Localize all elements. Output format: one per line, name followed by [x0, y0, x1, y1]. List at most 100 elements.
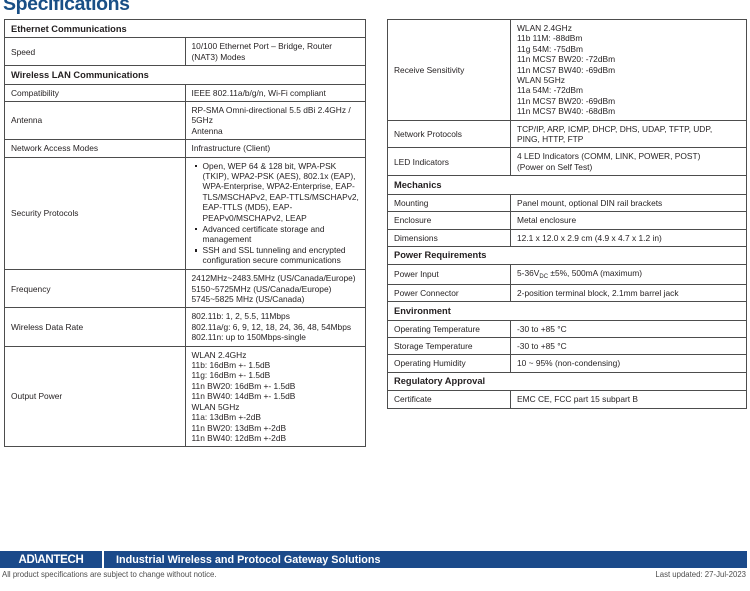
spec-label: Output Power	[4, 345, 186, 448]
specifications-table-left: Ethernet Communications Speed 10/100 Ether…	[4, 18, 366, 448]
spec-value-text: Metal enclosure	[517, 215, 577, 226]
spec-label: Network Protocols	[387, 119, 511, 149]
spec-value: 2412MHz~2483.5MHz (US/Canada/Europe) 515…	[184, 269, 366, 309]
table-row: LED Indicators 4 LED Indicators (COMM, LI…	[387, 147, 747, 177]
spec-value: Panel mount, optional DIN rail brackets	[510, 193, 747, 213]
table-row: Mounting Panel mount, optional DIN rail b…	[387, 193, 747, 213]
spec-value-text: Infrastructure (Client)	[191, 143, 271, 154]
spec-value: WLAN 2.4GHz 11b: 16dBm +- 1.5dB 11g: 16d…	[184, 345, 366, 448]
spec-label: Wireless Data Rate	[4, 307, 186, 347]
table-row: Antenna RP-SMA Omni-directional 5.5 dBi 2…	[4, 101, 366, 141]
section-header-label: Regulatory Approval	[387, 371, 747, 392]
table-row: Dimensions 12.1 x 12.0 x 2.9 cm (4.9 x 4.…	[387, 228, 747, 247]
spec-value-text: 2412MHz~2483.5MHz (US/Canada/Europe) 515…	[191, 273, 356, 305]
table-row: Operating Temperature -30 to +85 °C	[387, 319, 747, 338]
spec-value-text: EMC CE, FCC part 15 subpart B	[517, 394, 639, 405]
spec-label: Mounting	[387, 193, 511, 213]
table-row: Certificate EMC CE, FCC part 15 subpart B	[387, 390, 747, 409]
spec-value: 2-position terminal block, 2.1mm barrel …	[510, 283, 747, 303]
spec-value: 10/100 Ethernet Port – Bridge, Router (N…	[184, 37, 366, 67]
spec-value-bullet-list: Open, WEP 64 & 128 bit, WPA-PSK (TKIP), …	[192, 161, 360, 266]
spec-label: Power Connector	[387, 283, 511, 303]
table-row: Compatibility IEEE 802.11a/b/g/n, Wi-Fi c…	[4, 83, 366, 103]
spec-value: Open, WEP 64 & 128 bit, WPA-PSK (TKIP), …	[184, 156, 366, 271]
spec-value-text: RP-SMA Omni-directional 5.5 dBi 2.4GHz /…	[191, 105, 351, 136]
spec-value: EMC CE, FCC part 15 subpart B	[510, 390, 747, 409]
spec-bullet-item: SSH and SSL tunneling and encrypted conf…	[194, 245, 360, 266]
power-input-voltage: 5-36V	[517, 268, 540, 279]
spec-bullet-item: Advanced certificate storage and managem…	[194, 224, 360, 245]
advantech-logo-text: AD\ANTECH	[18, 553, 84, 566]
spec-value-text: 12.1 x 12.0 x 2.9 cm (4.9 x 4.7 x 1.2 in…	[517, 232, 662, 243]
section-header-label: Environment	[387, 301, 747, 321]
power-input-subscript: DC	[539, 273, 549, 280]
spec-value-text: -30 to +85 °C	[517, 340, 567, 351]
spec-label: Compatibility	[4, 83, 186, 103]
spec-label: Operating Temperature	[387, 319, 511, 338]
table-row: Operating Humidity 10 ~ 95% (non-condensi…	[387, 354, 747, 373]
section-header-label: Power Requirements	[387, 245, 747, 266]
spec-value: Infrastructure (Client)	[184, 139, 366, 158]
table-row: Security Protocols Open, WEP 64 & 128 bit…	[4, 156, 366, 271]
specifications-table-right: Receive Sensitivity WLAN 2.4GHz 11b 11M: …	[387, 19, 747, 409]
table-left-body: Ethernet Communications Speed 10/100 Ether…	[4, 18, 366, 448]
spec-label: Receive Sensitivity	[387, 19, 511, 121]
spec-label: Storage Temperature	[387, 336, 511, 356]
spec-value: -30 to +85 °C	[510, 336, 747, 356]
table-row: Network Access Modes Infrastructure (Clie…	[4, 139, 366, 158]
spec-value-text: -30 to +85 °C	[517, 323, 567, 334]
table-section-header-row: Mechanics	[387, 175, 747, 195]
footer-tagline: Industrial Wireless and Protocol Gateway…	[116, 553, 381, 566]
spec-value-text: IEEE 802.11a/b/g/n, Wi-Fi compliant	[191, 87, 326, 98]
table-section-header-row: Wireless LAN Communications	[4, 65, 366, 85]
table-row: Frequency 2412MHz~2483.5MHz (US/Canada/Eu…	[4, 269, 366, 309]
spec-value: 10 ~ 95% (non-condensing)	[510, 354, 747, 373]
power-input-tolerance: ±5%, 500mA (maximum)	[548, 268, 642, 279]
spec-value-text: 2-position terminal block, 2.1mm barrel …	[517, 287, 679, 298]
table-row: Output Power WLAN 2.4GHz 11b: 16dBm +- 1.…	[4, 345, 366, 448]
table-row: Wireless Data Rate 802.11b: 1, 2, 5.5, 11…	[4, 307, 366, 347]
spec-value-text: WLAN 2.4GHz 11b 11M: -88dBm 11g 54M: -75…	[517, 23, 616, 117]
spec-bullet-item: Open, WEP 64 & 128 bit, WPA-PSK (TKIP), …	[194, 160, 359, 223]
table-section-header-row: Environment	[387, 301, 747, 321]
advantech-logo: AD\ANTECH	[0, 551, 104, 568]
spec-label: Dimensions	[387, 228, 511, 247]
spec-label: Speed	[4, 37, 186, 67]
spec-label: Enclosure	[387, 211, 511, 230]
section-header-label: Mechanics	[387, 175, 747, 195]
spec-label: Frequency	[4, 269, 186, 309]
table-section-header-row: Ethernet Communications	[4, 18, 366, 39]
footer-brand-bar: AD\ANTECH Industrial Wireless and Protoc…	[0, 551, 747, 568]
spec-value: Metal enclosure	[510, 211, 747, 230]
section-header-label: Wireless LAN Communications	[4, 65, 366, 85]
spec-value: 5-36VDC ±5%, 500mA (maximum)	[510, 264, 747, 285]
spec-value: 802.11b: 1, 2, 5.5, 11Mbps 802.11a/g: 6,…	[184, 307, 366, 347]
spec-value: 12.1 x 12.0 x 2.9 cm (4.9 x 4.7 x 1.2 in…	[510, 228, 747, 247]
spec-value-text: 802.11b: 1, 2, 5.5, 11Mbps 802.11a/g: 6,…	[191, 311, 352, 343]
footer-notes: All product specifications are subject t…	[0, 570, 750, 586]
table-row: Storage Temperature -30 to +85 °C	[387, 336, 747, 356]
footer-disclaimer: All product specifications are subject t…	[2, 570, 217, 579]
table-row: Network Protocols TCP/IP, ARP, ICMP, DHCP…	[387, 119, 747, 149]
spec-value: IEEE 802.11a/b/g/n, Wi-Fi compliant	[184, 83, 366, 103]
footer-last-updated: Last updated: 27-Jul-2023	[655, 570, 746, 579]
spec-label: Network Access Modes	[4, 139, 186, 158]
spec-value-text: Panel mount, optional DIN rail brackets	[517, 197, 663, 208]
table-row: Enclosure Metal enclosure	[387, 211, 747, 230]
page-title: Specifications	[3, 0, 130, 15]
spec-label: Certificate	[387, 390, 511, 409]
spec-value: TCP/IP, ARP, ICMP, DHCP, DHS, UDAP, TFTP…	[510, 119, 747, 149]
spec-value-text: 10/100 Ethernet Port – Bridge, Router (N…	[191, 41, 333, 62]
spec-value-text: 4 LED Indicators (COMM, LINK, POWER, POS…	[517, 151, 701, 172]
spec-value: WLAN 2.4GHz 11b 11M: -88dBm 11g 54M: -75…	[510, 19, 747, 121]
table-section-header-row: Power Requirements	[387, 245, 747, 266]
spec-value-text: WLAN 2.4GHz 11b: 16dBm +- 1.5dB 11g: 16d…	[191, 349, 296, 443]
spec-label: Power Input	[387, 264, 511, 285]
spec-value: -30 to +85 °C	[510, 319, 747, 338]
table-row: Power Input 5-36VDC ±5%, 500mA (maximum)	[387, 264, 747, 285]
spec-label: Antenna	[4, 101, 186, 141]
table-row: Speed 10/100 Ethernet Port – Bridge, Rout…	[4, 37, 366, 67]
spec-value: 4 LED Indicators (COMM, LINK, POWER, POS…	[510, 147, 747, 177]
table-right-body: Receive Sensitivity WLAN 2.4GHz 11b 11M: …	[387, 19, 747, 409]
